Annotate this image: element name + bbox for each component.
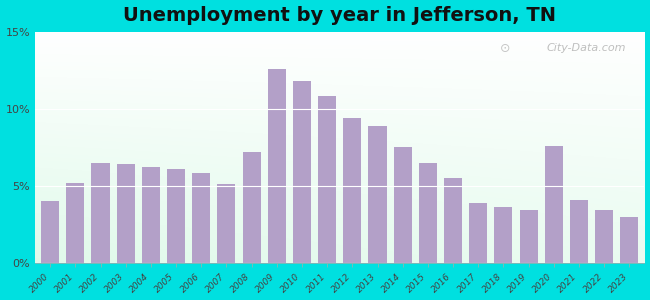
Bar [41, 201, 59, 263]
Bar [620, 217, 638, 263]
Bar [92, 163, 110, 263]
Bar [570, 200, 588, 263]
Bar [116, 164, 135, 263]
Bar [495, 207, 512, 263]
Bar [318, 96, 336, 263]
Bar [242, 152, 261, 263]
Bar [419, 163, 437, 263]
Bar [394, 147, 411, 263]
Bar [444, 178, 462, 263]
Bar [369, 126, 387, 263]
Bar [167, 169, 185, 263]
Bar [217, 184, 235, 263]
Text: City-Data.com: City-Data.com [547, 43, 626, 53]
Bar [268, 69, 286, 263]
Bar [192, 173, 211, 263]
Bar [343, 118, 361, 263]
Title: Unemployment by year in Jefferson, TN: Unemployment by year in Jefferson, TN [124, 6, 556, 25]
Bar [469, 203, 488, 263]
Bar [66, 183, 84, 263]
Bar [595, 210, 613, 263]
Bar [293, 81, 311, 263]
Text: ⊙: ⊙ [500, 42, 510, 55]
Bar [519, 210, 538, 263]
Bar [142, 167, 160, 263]
Bar [545, 146, 563, 263]
